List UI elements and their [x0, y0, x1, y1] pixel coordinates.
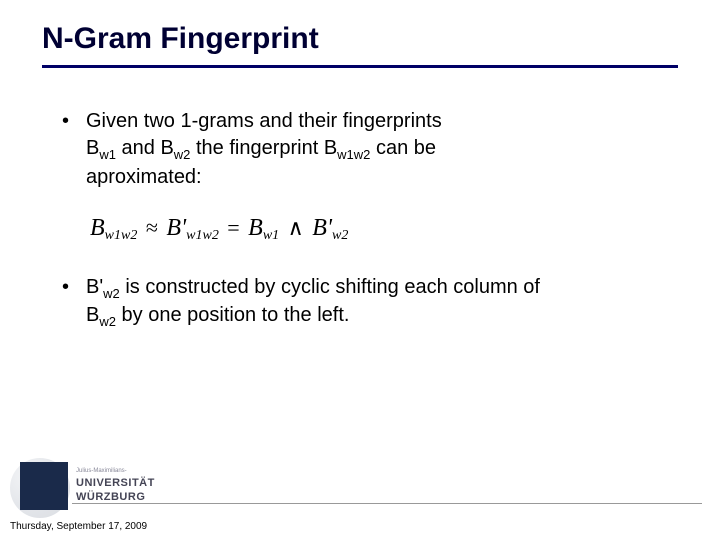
formula: Bw1w2 ≈ B'w1w2 = Bw1 ∧ B'w2 — [90, 215, 662, 244]
b1-l2c: the fingerprint B — [190, 137, 337, 159]
b2-d: by one position to the left. — [116, 304, 350, 326]
b1-s1: w1 — [99, 147, 116, 162]
f-s3: w1 — [263, 228, 279, 243]
b2-b: is constructed by cyclic shifting each c… — [120, 276, 540, 298]
title-underline — [42, 65, 678, 68]
footer-line — [72, 503, 702, 504]
b1-l2a: B — [86, 137, 99, 159]
b1-l2d: can be — [370, 137, 436, 159]
f-s4: w2 — [332, 228, 348, 243]
f-and: ∧ — [284, 215, 308, 240]
b1-l3: aproximated: — [86, 166, 202, 188]
f-eq: = — [223, 215, 243, 240]
bullet-1-text: Given two 1-grams and their fingerprints… — [86, 108, 442, 191]
f-Bp2: B' — [312, 215, 332, 241]
f-s1: w1w2 — [105, 228, 138, 243]
bullet-marker: • — [62, 108, 86, 191]
uni-top: Julius-Maximilians- — [76, 468, 155, 475]
content-area: • Given two 1-grams and their fingerprin… — [62, 108, 662, 351]
b1-s2: w2 — [174, 147, 191, 162]
f-B2: B — [248, 215, 263, 241]
b1-s3: w1w2 — [337, 147, 370, 162]
f-s2: w1w2 — [186, 228, 219, 243]
slide-date: Thursday, September 17, 2009 — [10, 521, 147, 532]
f-B1: B — [90, 215, 105, 241]
logo-box — [20, 462, 68, 510]
university-text: Julius-Maximilians- UNIVERSITÄT WÜRZBURG — [76, 468, 155, 504]
bullet-2: • B'w2 is constructed by cyclic shifting… — [62, 274, 662, 331]
b1-l1: Given two 1-grams and their fingerprints — [86, 110, 442, 132]
uni-line2: WÜRZBURG — [76, 491, 155, 504]
b2-c: B — [86, 304, 99, 326]
bullet-1: • Given two 1-grams and their fingerprin… — [62, 108, 662, 191]
b2-a: B' — [86, 276, 103, 298]
b2-s2: w2 — [99, 314, 116, 329]
f-Bp1: B' — [166, 215, 186, 241]
b1-l2b: and B — [116, 137, 174, 159]
b2-s1: w2 — [103, 286, 120, 301]
uni-line1: UNIVERSITÄT — [76, 477, 155, 490]
bullet-marker: • — [62, 274, 86, 331]
f-approx: ≈ — [142, 215, 162, 240]
slide-title: N-Gram Fingerprint — [42, 22, 319, 56]
bullet-2-text: B'w2 is constructed by cyclic shifting e… — [86, 274, 540, 331]
